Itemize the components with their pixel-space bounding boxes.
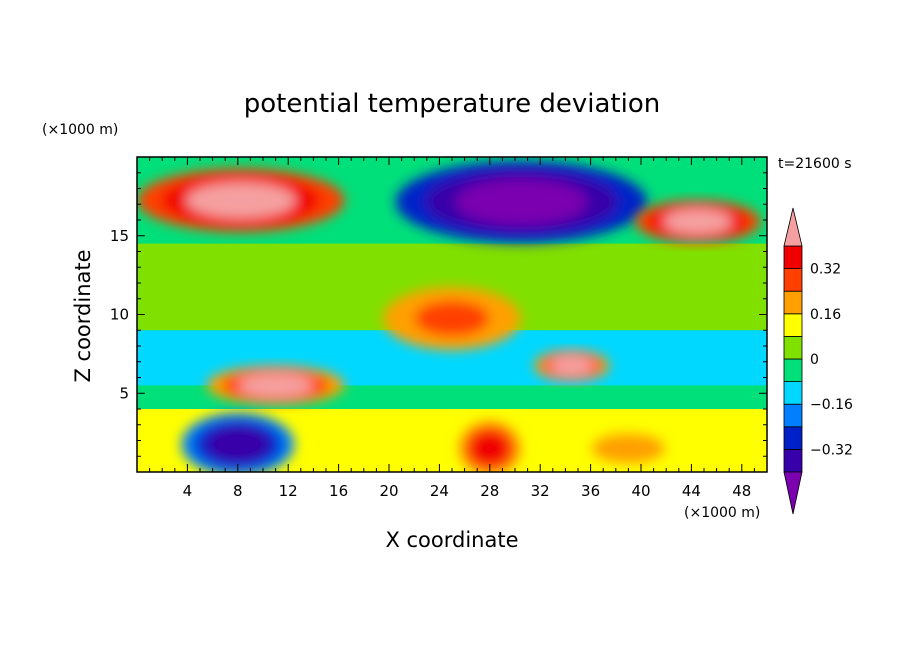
colorbar-tick-label: 0.16 xyxy=(810,307,841,323)
x-tick-label: 48 xyxy=(732,482,751,500)
x-tick-label: 32 xyxy=(531,482,550,500)
field-contour xyxy=(206,426,269,463)
colorbar-box xyxy=(783,381,803,405)
y-tick-label: 5 xyxy=(119,384,129,402)
contour-field xyxy=(137,157,767,472)
colorbar-extend-max xyxy=(783,207,803,247)
field-region xyxy=(458,420,521,472)
colorbar-tick-label: 0.32 xyxy=(810,262,841,278)
x-tick-label: 44 xyxy=(682,482,701,500)
x-tick-label: 8 xyxy=(233,482,243,500)
x-tick-label: 28 xyxy=(480,482,499,500)
chart-title: potential temperature deviation xyxy=(244,89,660,119)
colorbar-box xyxy=(783,335,803,360)
x-axis-label: X coordinate xyxy=(385,528,518,552)
field-contour xyxy=(663,208,733,235)
colorbar-extend-min xyxy=(783,471,803,515)
y-tick-label: 10 xyxy=(110,306,129,324)
colorbar-box xyxy=(783,245,803,270)
colorbar-box xyxy=(783,403,803,428)
x-tick-label: 12 xyxy=(279,482,298,500)
field-contour xyxy=(471,432,509,465)
x-tick-label: 4 xyxy=(183,482,193,500)
x-tick-label: 40 xyxy=(631,482,650,500)
colorbar-box xyxy=(783,268,803,292)
field-contour xyxy=(238,373,314,398)
field-region xyxy=(383,286,521,350)
y-axis-label: Z coordinate xyxy=(71,249,95,382)
field-region xyxy=(534,349,610,382)
colorbar-tick-label: −0.16 xyxy=(810,397,853,413)
y-axis: 5 10 15 xyxy=(110,172,767,457)
x-tick-label: 36 xyxy=(581,482,600,500)
field-contour xyxy=(549,355,594,376)
colorbar: 0.32 0.16 0 −0.16 −0.32 xyxy=(783,207,853,515)
x-axis: 4 8 12 16 20 24 28 32 36 40 44 48 xyxy=(149,157,755,500)
field-region xyxy=(395,160,647,243)
x-tick-label: 20 xyxy=(379,482,398,500)
field-contour xyxy=(414,300,490,337)
time-label: t=21600 s xyxy=(778,156,852,172)
colorbar-tick-label: 0 xyxy=(810,352,819,368)
colorbar-box xyxy=(783,358,803,383)
field-contour xyxy=(455,179,588,225)
x-unit-label: (×1000 m) xyxy=(684,505,760,521)
x-tick-label: 16 xyxy=(329,482,348,500)
x-tick-label: 24 xyxy=(430,482,449,500)
colorbar-box xyxy=(783,290,803,315)
y-unit-label: (×1000 m) xyxy=(42,122,118,138)
field-region xyxy=(206,365,345,406)
field-region xyxy=(635,200,761,243)
colorbar-box xyxy=(783,313,803,337)
colorbar-box xyxy=(783,426,803,450)
y-tick-label: 15 xyxy=(110,227,129,245)
colorbar-box xyxy=(783,448,803,473)
field-region xyxy=(137,168,345,232)
field-region xyxy=(559,420,698,472)
field-region xyxy=(181,412,295,472)
plot-area xyxy=(137,157,767,472)
field-contour xyxy=(590,432,666,465)
colorbar-tick-label: −0.32 xyxy=(810,442,853,458)
field-contour xyxy=(186,182,296,219)
